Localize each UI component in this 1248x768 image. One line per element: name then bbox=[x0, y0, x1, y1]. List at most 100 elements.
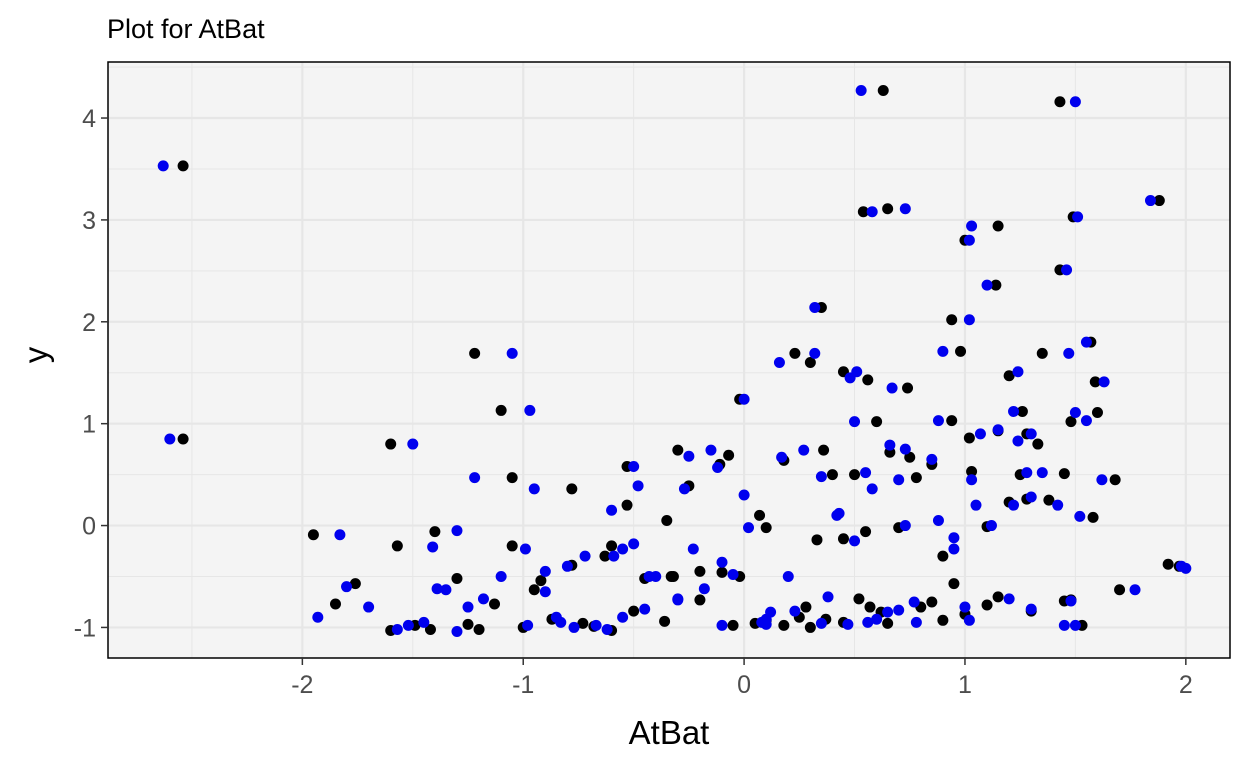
data-point-blue bbox=[933, 515, 944, 526]
data-point-blue bbox=[964, 314, 975, 325]
data-point-blue bbox=[867, 483, 878, 494]
data-point-blue bbox=[849, 416, 860, 427]
data-point-blue bbox=[522, 620, 533, 631]
data-point-blue bbox=[893, 605, 904, 616]
data-point-black bbox=[1059, 468, 1070, 479]
data-point-blue bbox=[884, 440, 895, 451]
data-point-black bbox=[853, 593, 864, 604]
data-point-blue bbox=[1070, 96, 1081, 107]
data-point-blue bbox=[911, 617, 922, 628]
data-point-black bbox=[811, 534, 822, 545]
data-point-black bbox=[529, 584, 540, 595]
data-point-black bbox=[392, 540, 403, 551]
data-point-black bbox=[1032, 439, 1043, 450]
data-point-blue bbox=[971, 500, 982, 511]
data-point-blue bbox=[580, 551, 591, 562]
data-point-black bbox=[800, 602, 811, 613]
data-point-blue bbox=[1070, 407, 1081, 418]
data-point-black bbox=[1163, 559, 1174, 570]
data-point-blue bbox=[765, 607, 776, 618]
y-axis-title: y bbox=[17, 346, 54, 363]
y-tick-label: 3 bbox=[82, 207, 96, 235]
data-point-blue bbox=[705, 445, 716, 456]
data-point-black bbox=[946, 415, 957, 426]
data-point-blue bbox=[440, 584, 451, 595]
data-point-black bbox=[469, 348, 480, 359]
data-point-blue bbox=[856, 85, 867, 96]
data-point-blue bbox=[1008, 500, 1019, 511]
data-point-blue bbox=[1021, 467, 1032, 478]
data-point-black bbox=[666, 571, 677, 582]
data-point-blue bbox=[966, 474, 977, 485]
data-point-black bbox=[860, 526, 871, 537]
data-point-black bbox=[946, 314, 957, 325]
data-point-blue bbox=[540, 586, 551, 597]
data-point-blue bbox=[728, 569, 739, 580]
data-point-blue bbox=[1004, 593, 1015, 604]
data-point-blue bbox=[1072, 211, 1083, 222]
data-point-blue bbox=[1026, 492, 1037, 503]
y-tick-label: -1 bbox=[74, 614, 96, 642]
data-point-blue bbox=[451, 525, 462, 536]
data-point-black bbox=[993, 591, 1004, 602]
data-point-blue bbox=[783, 571, 794, 582]
data-point-blue bbox=[816, 618, 827, 629]
data-point-black bbox=[308, 529, 319, 540]
x-axis-title: AtBat bbox=[629, 714, 710, 751]
data-point-black bbox=[1088, 512, 1099, 523]
data-point-black bbox=[805, 622, 816, 633]
chart-title: Plot for AtBat bbox=[107, 14, 265, 44]
data-point-blue bbox=[407, 439, 418, 450]
data-point-black bbox=[789, 348, 800, 359]
data-point-blue bbox=[860, 467, 871, 478]
data-point-black bbox=[694, 566, 705, 577]
data-point-black bbox=[1054, 96, 1065, 107]
data-point-black bbox=[882, 203, 893, 214]
data-point-black bbox=[723, 450, 734, 461]
data-point-blue bbox=[743, 522, 754, 533]
data-point-black bbox=[507, 472, 518, 483]
data-point-blue bbox=[900, 203, 911, 214]
data-point-blue bbox=[867, 206, 878, 217]
x-axis-ticks: -2 -1 0 1 2 bbox=[291, 658, 1193, 699]
data-point-blue bbox=[524, 405, 535, 416]
data-point-blue bbox=[712, 462, 723, 473]
data-point-black bbox=[871, 416, 882, 427]
data-point-black bbox=[778, 620, 789, 631]
data-point-blue bbox=[982, 280, 993, 291]
data-point-blue bbox=[933, 415, 944, 426]
data-point-blue bbox=[628, 538, 639, 549]
data-point-blue bbox=[602, 624, 613, 635]
data-point-blue bbox=[1008, 406, 1019, 417]
data-point-black bbox=[862, 374, 873, 385]
data-point-blue bbox=[679, 483, 690, 494]
data-point-blue bbox=[789, 606, 800, 617]
data-point-blue bbox=[520, 543, 531, 554]
x-tick-label: 2 bbox=[1179, 671, 1193, 699]
data-point-black bbox=[566, 483, 577, 494]
data-point-blue bbox=[617, 543, 628, 554]
data-point-blue bbox=[900, 444, 911, 455]
data-point-black bbox=[178, 160, 189, 171]
data-point-blue bbox=[937, 346, 948, 357]
data-point-blue bbox=[1070, 620, 1081, 631]
data-point-blue bbox=[1012, 435, 1023, 446]
data-point-black bbox=[659, 616, 670, 627]
data-point-blue bbox=[739, 394, 750, 405]
data-point-blue bbox=[540, 566, 551, 577]
data-point-blue bbox=[739, 489, 750, 500]
data-point-blue bbox=[774, 357, 785, 368]
y-tick-label: 4 bbox=[82, 105, 96, 133]
data-point-black bbox=[628, 606, 639, 617]
data-point-black bbox=[507, 540, 518, 551]
data-point-blue bbox=[717, 557, 728, 568]
data-point-black bbox=[672, 445, 683, 456]
data-point-blue bbox=[562, 561, 573, 572]
data-point-blue bbox=[871, 614, 882, 625]
data-point-blue bbox=[816, 471, 827, 482]
data-point-blue bbox=[427, 541, 438, 552]
data-point-black bbox=[330, 599, 341, 610]
data-point-blue bbox=[341, 581, 352, 592]
data-point-blue bbox=[926, 454, 937, 465]
